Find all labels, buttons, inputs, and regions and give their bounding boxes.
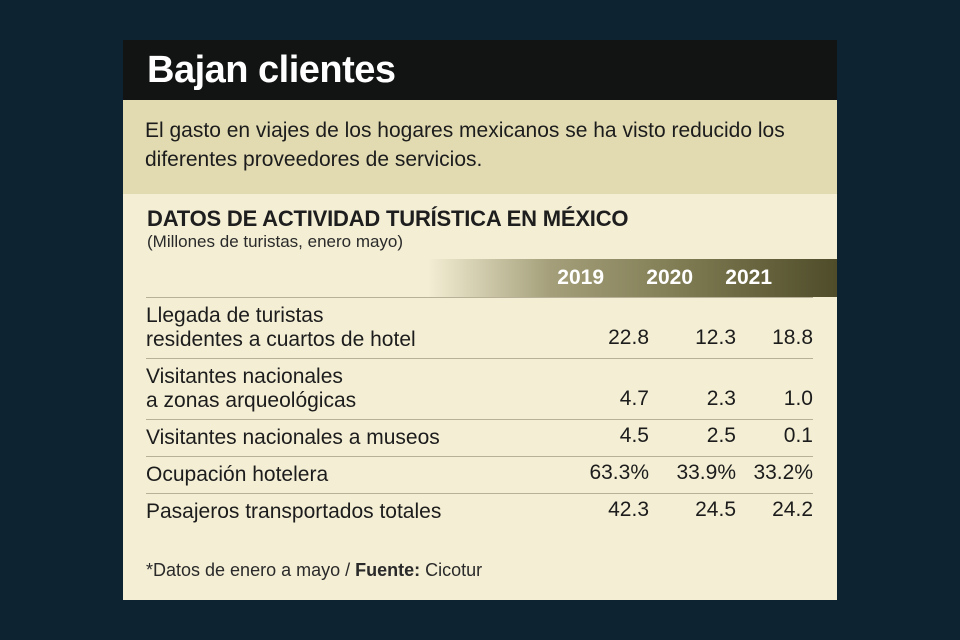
footnote-source-label: Fuente:: [355, 560, 421, 580]
row-label-line: Visitantes nacionales: [146, 365, 343, 388]
row-label: Pasajeros transportados totales: [146, 493, 566, 530]
table-row: Llegada de turistas residentes a cuartos…: [146, 297, 813, 359]
section-heading: DATOS DE ACTIVIDAD TURÍSTICA EN MÉXICO (…: [123, 194, 837, 252]
cell-2020: 33.9%: [649, 456, 736, 494]
cell-2021: 1.0: [736, 358, 813, 420]
cell-2020: 12.3: [649, 297, 736, 359]
column-header-2019: 2019: [557, 266, 604, 289]
year-header-bar: 2019 2020 2021: [428, 259, 837, 297]
row-label-line: a zonas arqueológicas: [146, 389, 357, 412]
page-title: Bajan clientes: [147, 48, 396, 91]
cell-2020: 24.5: [649, 493, 736, 530]
row-label-line: Ocupación hotelera: [146, 463, 329, 486]
row-label: Ocupación hotelera: [146, 456, 566, 494]
cell-2019: 4.7: [566, 358, 649, 420]
column-header-2021: 2021: [725, 266, 772, 289]
column-header-2020: 2020: [646, 266, 693, 289]
cell-2019: 42.3: [566, 493, 649, 530]
cell-2019: 4.5: [566, 419, 649, 457]
footnote-note: *Datos de enero a mayo /: [146, 560, 356, 580]
table-row: Visitantes nacionales a zonas arqueológi…: [146, 358, 813, 420]
cell-2019: 22.8: [566, 297, 649, 359]
table-row: Pasajeros transportados totales 42.3 24.…: [146, 493, 813, 530]
data-table: Llegada de turistas residentes a cuartos…: [146, 297, 813, 530]
cell-2021: 33.2%: [736, 456, 813, 494]
subtitle-band: El gasto en viajes de los hogares mexica…: [123, 100, 837, 194]
row-label-line: Visitantes nacionales a museos: [146, 426, 440, 449]
table-row: Ocupación hotelera 63.3% 33.9% 33.2%: [146, 456, 813, 494]
cell-2021: 18.8: [736, 297, 813, 359]
subtitle-text: El gasto en viajes de los hogares mexica…: [145, 119, 785, 171]
footnote: *Datos de enero a mayo / Fuente: Cicotur: [146, 560, 482, 581]
row-label: Visitantes nacionales a museos: [146, 419, 566, 457]
row-label-line: Llegada de turistas: [146, 304, 324, 327]
infographic-card: Bajan clientes El gasto en viajes de los…: [123, 40, 837, 600]
row-label-line: Pasajeros transportados totales: [146, 500, 442, 523]
row-label-line: residentes a cuartos de hotel: [146, 328, 416, 351]
header-bar: Bajan clientes: [123, 40, 837, 100]
section-title: DATOS DE ACTIVIDAD TURÍSTICA EN MÉXICO: [147, 206, 629, 231]
section-subtitle: (Millones de turistas, enero mayo): [147, 232, 404, 251]
cell-2021: 24.2: [736, 493, 813, 530]
table-row: Visitantes nacionales a museos 4.5 2.5 0…: [146, 419, 813, 457]
cell-2019: 63.3%: [566, 456, 649, 494]
cell-2021: 0.1: [736, 419, 813, 457]
row-label: Visitantes nacionales a zonas arqueológi…: [146, 358, 566, 420]
footnote-source: Cicotur: [420, 560, 483, 580]
row-label: Llegada de turistas residentes a cuartos…: [146, 297, 566, 359]
cell-2020: 2.5: [649, 419, 736, 457]
cell-2020: 2.3: [649, 358, 736, 420]
